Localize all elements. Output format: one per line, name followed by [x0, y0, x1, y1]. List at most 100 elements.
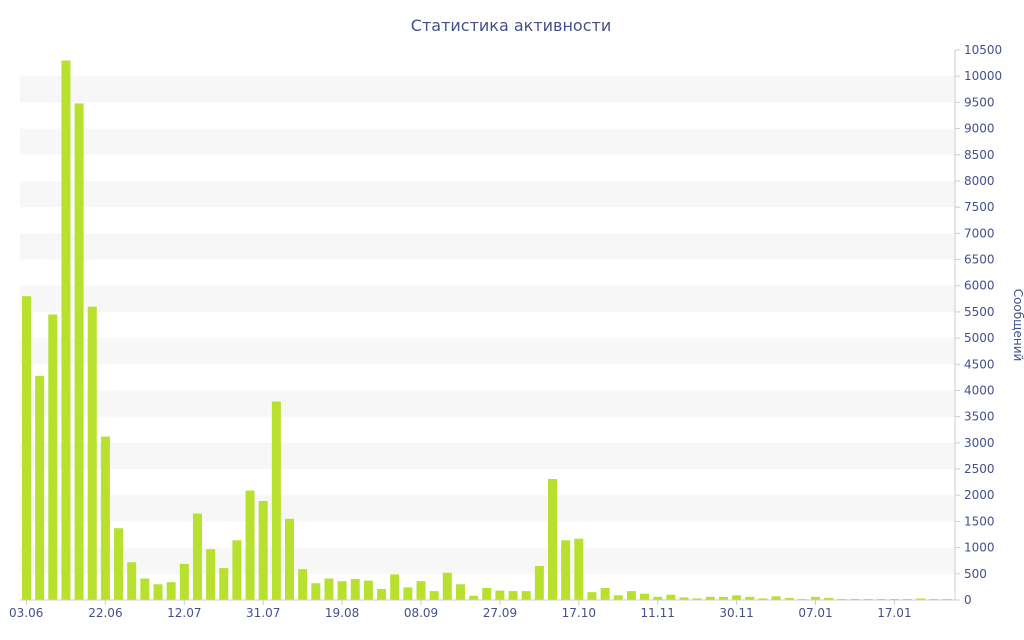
bar	[140, 578, 150, 600]
y-tick-label: 4500	[964, 357, 995, 371]
bar	[521, 591, 531, 600]
y-tick-label: 5500	[964, 305, 995, 319]
bar	[508, 591, 518, 600]
bar	[495, 590, 505, 600]
bar	[837, 598, 847, 600]
bar	[942, 598, 952, 600]
bars	[22, 60, 952, 601]
bar	[285, 518, 294, 600]
bar	[718, 596, 728, 600]
y-tick-label: 4000	[964, 383, 995, 397]
x-tick-label: 08.09	[404, 606, 438, 620]
grid-band	[20, 76, 955, 103]
bar	[600, 587, 610, 600]
bar	[903, 598, 913, 600]
bar	[324, 578, 334, 600]
grid-band	[20, 495, 955, 522]
bar	[771, 596, 781, 600]
y-tick-label: 8000	[964, 174, 995, 188]
bar	[587, 592, 597, 600]
bar	[416, 581, 426, 600]
grid-bands	[20, 76, 955, 574]
bar	[626, 591, 636, 600]
y-tick-label: 1500	[964, 514, 995, 528]
y-tick-label: 10500	[964, 43, 1002, 57]
bar	[666, 594, 676, 600]
bar	[640, 593, 650, 600]
bar	[455, 584, 465, 600]
bar	[784, 597, 794, 600]
bar	[613, 595, 623, 600]
bar	[732, 595, 742, 600]
y-tick-label: 5000	[964, 331, 995, 345]
y-axis-ticks: 0 500 1000 1500 2000 2500 3000 3500 4000 4500 5000…	[955, 43, 1002, 607]
bar	[271, 401, 281, 600]
x-axis-ticks: 03.06 22.06 12.07 31.07 19.08 08.09 27.09 17.10…	[9, 600, 912, 620]
y-tick-label: 10000	[964, 69, 1002, 83]
chart-title: Статистика активности	[411, 16, 611, 35]
x-tick-label: 30.11	[719, 606, 753, 620]
grid-band	[20, 285, 955, 312]
y-tick-label: 500	[964, 567, 987, 581]
y-tick-label: 6500	[964, 253, 995, 267]
bar	[876, 598, 886, 600]
bar	[127, 562, 137, 600]
y-tick-label: 8500	[964, 148, 995, 162]
x-tick-label: 22.06	[88, 606, 122, 620]
bar	[469, 595, 479, 600]
y-tick-label: 9000	[964, 122, 995, 136]
bar	[48, 314, 58, 600]
x-tick-label: 17.01	[877, 606, 911, 620]
bar	[705, 596, 715, 600]
y-tick-label: 2000	[964, 488, 995, 502]
bar	[377, 589, 387, 600]
bar	[245, 490, 255, 600]
bar	[403, 587, 413, 600]
bar	[692, 598, 702, 600]
y-tick-label: 7000	[964, 226, 995, 240]
bar	[337, 581, 347, 600]
bar	[179, 563, 189, 600]
bar	[87, 306, 97, 600]
bar	[429, 591, 439, 600]
bar	[114, 528, 124, 600]
y-tick-label: 3500	[964, 410, 995, 424]
bar	[850, 598, 860, 600]
x-tick-label: 11.11	[641, 606, 675, 620]
y-tick-label: 6000	[964, 279, 995, 293]
bar	[153, 584, 163, 600]
bar	[390, 574, 400, 600]
grid-band	[20, 128, 955, 155]
bar	[35, 375, 45, 600]
bar	[74, 103, 84, 601]
bar	[797, 598, 807, 600]
y-tick-label: 7500	[964, 200, 995, 214]
bar	[929, 598, 939, 600]
bar	[534, 565, 544, 600]
bar	[350, 579, 360, 600]
grid-band	[20, 390, 955, 417]
bar	[206, 549, 216, 600]
bar	[745, 596, 755, 600]
x-tick-label: 27.09	[483, 606, 517, 620]
bar	[863, 598, 873, 600]
bar	[442, 572, 452, 600]
bar	[574, 538, 584, 600]
bar	[561, 540, 571, 600]
bar	[311, 583, 321, 600]
x-tick-label: 31.07	[246, 606, 280, 620]
x-tick-label: 17.10	[562, 606, 596, 620]
grid-band	[20, 338, 955, 365]
bar	[811, 596, 820, 600]
bar	[363, 580, 373, 600]
bar	[22, 296, 31, 600]
y-tick-label: 0	[964, 593, 972, 607]
x-tick-label: 07.01	[798, 606, 832, 620]
y-tick-label: 2500	[964, 462, 995, 476]
bar	[100, 436, 110, 600]
bar	[482, 587, 492, 600]
grid-band	[20, 442, 955, 470]
x-tick-label: 12.07	[167, 606, 201, 620]
y-tick-label: 9500	[964, 95, 995, 109]
